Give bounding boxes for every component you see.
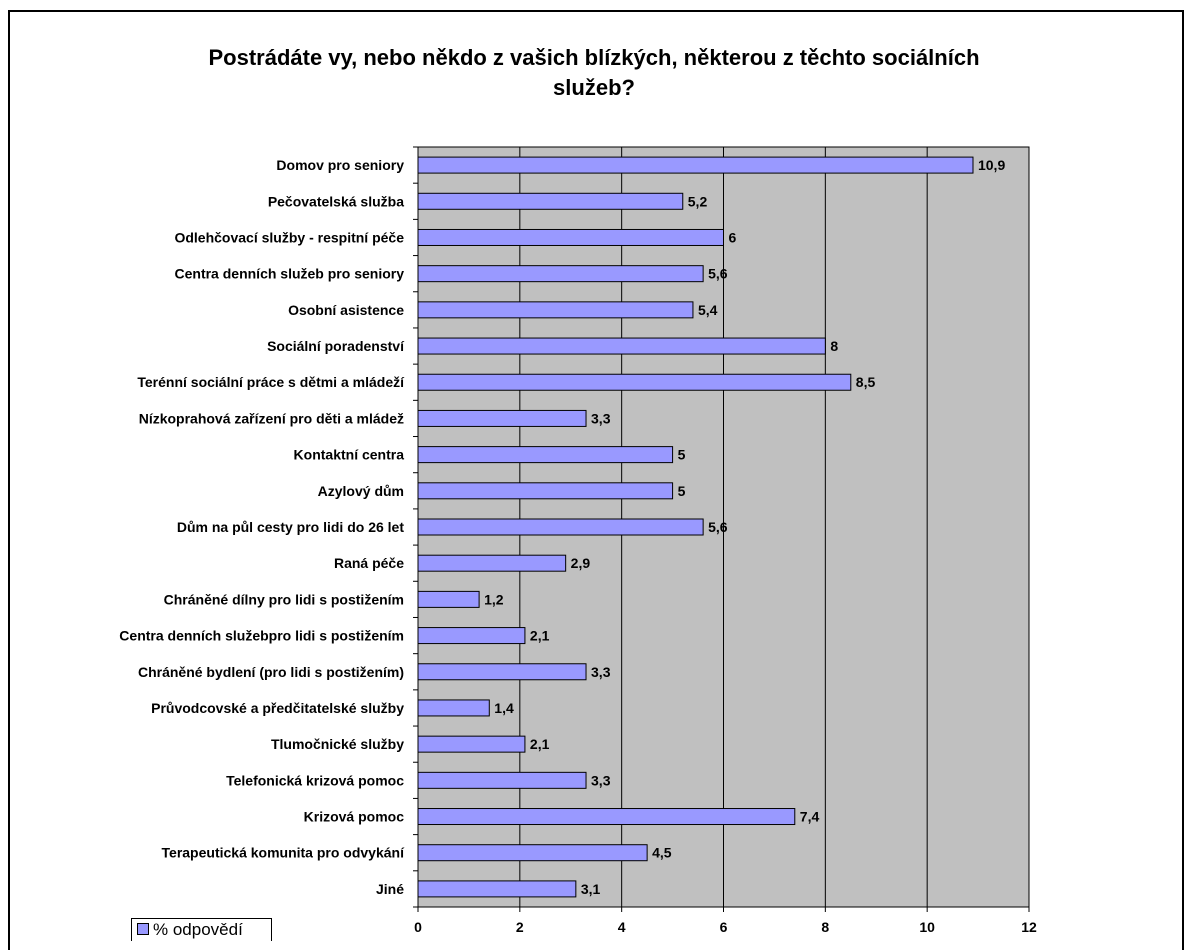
value-label-14: 3,3 — [591, 664, 611, 680]
legend-label: % odpovědí — [153, 920, 243, 939]
chart-title: Postrádáte vy, nebo někdo z vašich blízk… — [0, 43, 1188, 103]
value-label-9: 5 — [678, 483, 686, 499]
category-label-14: Chráněné bydlení (pro lidi s postižením) — [138, 664, 404, 680]
x-tick-label-5: 10 — [919, 919, 935, 935]
category-label-16: Tlumočnické služby — [271, 736, 404, 752]
category-label-19: Terapeutická komunita pro odvykání — [162, 845, 406, 861]
bar-9 — [417, 482, 674, 500]
bar-7 — [417, 409, 587, 427]
value-label-7: 3,3 — [591, 410, 611, 426]
x-tick-label-1: 2 — [516, 919, 524, 935]
value-label-13: 2,1 — [530, 628, 550, 644]
bar-12 — [417, 590, 480, 608]
value-label-17: 3,3 — [591, 772, 611, 788]
bar-8 — [417, 446, 674, 464]
value-label-6: 8,5 — [856, 374, 876, 390]
category-label-20: Jiné — [376, 881, 404, 897]
value-label-15: 1,4 — [494, 700, 514, 716]
bar-10 — [417, 518, 704, 536]
bar-0 — [417, 156, 974, 174]
category-label-18: Krizová pomoc — [304, 809, 405, 825]
x-tick-label-3: 6 — [720, 919, 728, 935]
category-label-5: Sociální poradenství — [267, 338, 405, 354]
chart-title-line-1: Postrádáte vy, nebo někdo z vašich blízk… — [208, 45, 980, 70]
category-label-0: Domov pro seniory — [276, 157, 404, 173]
chart-title-line-2: služeb? — [553, 75, 635, 100]
bar-6 — [417, 373, 852, 391]
category-label-12: Chráněné dílny pro lidi s postižením — [164, 591, 404, 607]
value-label-10: 5,6 — [708, 519, 728, 535]
value-label-3: 5,6 — [708, 266, 728, 282]
category-label-3: Centra denních služeb pro seniory — [175, 266, 405, 282]
legend: % odpovědí — [131, 918, 272, 941]
category-label-7: Nízkoprahová zařízení pro děti a mládež — [139, 410, 404, 426]
bar-15 — [417, 699, 490, 717]
category-label-10: Dům na půl cesty pro lidi do 26 let — [177, 519, 404, 535]
x-tick-label-0: 0 — [414, 919, 422, 935]
category-label-9: Azylový dům — [318, 483, 404, 499]
value-label-2: 6 — [729, 229, 737, 245]
x-tick-label-6: 12 — [1021, 919, 1037, 935]
value-label-18: 7,4 — [800, 809, 820, 825]
legend-swatch — [137, 923, 149, 935]
value-label-12: 1,2 — [484, 591, 504, 607]
value-label-1: 5,2 — [688, 193, 708, 209]
category-label-11: Raná péče — [334, 555, 404, 571]
category-label-6: Terénní sociální práce s dětmi a mládeží — [137, 374, 405, 390]
bar-17 — [417, 771, 587, 789]
value-label-5: 8 — [830, 338, 838, 354]
bar-1 — [417, 192, 684, 210]
category-label-2: Odlehčovací služby - respitní péče — [174, 229, 404, 245]
bar-11 — [417, 554, 567, 572]
bar-20 — [417, 880, 577, 898]
value-label-20: 3,1 — [581, 881, 601, 897]
bar-3 — [417, 265, 704, 283]
bar-2 — [417, 228, 724, 246]
bar-14 — [417, 663, 587, 681]
value-label-4: 5,4 — [698, 302, 718, 318]
category-label-17: Telefonická krizová pomoc — [226, 772, 404, 788]
x-tick-label-2: 4 — [618, 919, 626, 935]
value-label-19: 4,5 — [652, 845, 672, 861]
bar-19 — [417, 844, 648, 862]
category-label-13: Centra denních služebpro lidi s postižen… — [119, 628, 404, 644]
value-label-0: 10,9 — [978, 157, 1005, 173]
category-label-15: Průvodcovské a předčitatelské služby — [151, 700, 404, 716]
category-label-4: Osobní asistence — [288, 302, 404, 318]
bar-16 — [417, 735, 526, 753]
value-label-11: 2,9 — [571, 555, 591, 571]
x-tick-label-4: 8 — [821, 919, 829, 935]
category-label-8: Kontaktní centra — [294, 447, 405, 463]
bar-5 — [417, 337, 826, 355]
value-label-8: 5 — [678, 447, 686, 463]
bar-4 — [417, 301, 694, 319]
bar-13 — [417, 627, 526, 645]
category-label-1: Pečovatelská služba — [268, 193, 404, 209]
bar-18 — [417, 808, 796, 826]
value-label-16: 2,1 — [530, 736, 550, 752]
